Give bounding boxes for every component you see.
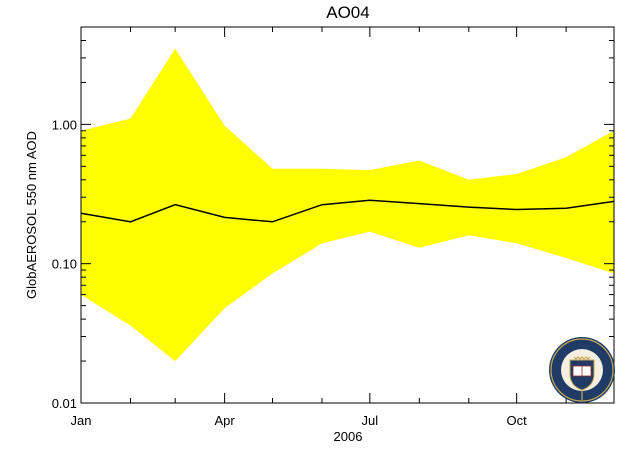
axis-ticks [80, 26, 615, 404]
chart-title: AO04 [326, 3, 369, 22]
plot-frame [80, 26, 615, 404]
plot-area [80, 26, 615, 404]
x-axis-label: 2006 [334, 429, 363, 444]
y-tick-label: 0.10 [52, 257, 77, 272]
x-tick-labels: Jan Apr Jul Oct [71, 413, 528, 428]
y-tick-label: 0.01 [52, 396, 77, 411]
x-tick-label-apr: Apr [215, 413, 236, 428]
y-axis-label: GlobAEROSOL 550 nm AOD [24, 131, 39, 299]
x-tick-label-oct: Oct [507, 413, 528, 428]
aod-median-line [80, 199, 615, 223]
y-tick-label: 1.00 [52, 117, 77, 132]
x-tick-label-jan: Jan [71, 413, 92, 428]
y-tick-labels: 0.01 0.10 1.00 [52, 117, 77, 411]
aod-range-band [81, 48, 614, 362]
x-tick-label-jul: Jul [362, 413, 379, 428]
university-of-oxford-crest [549, 337, 615, 403]
